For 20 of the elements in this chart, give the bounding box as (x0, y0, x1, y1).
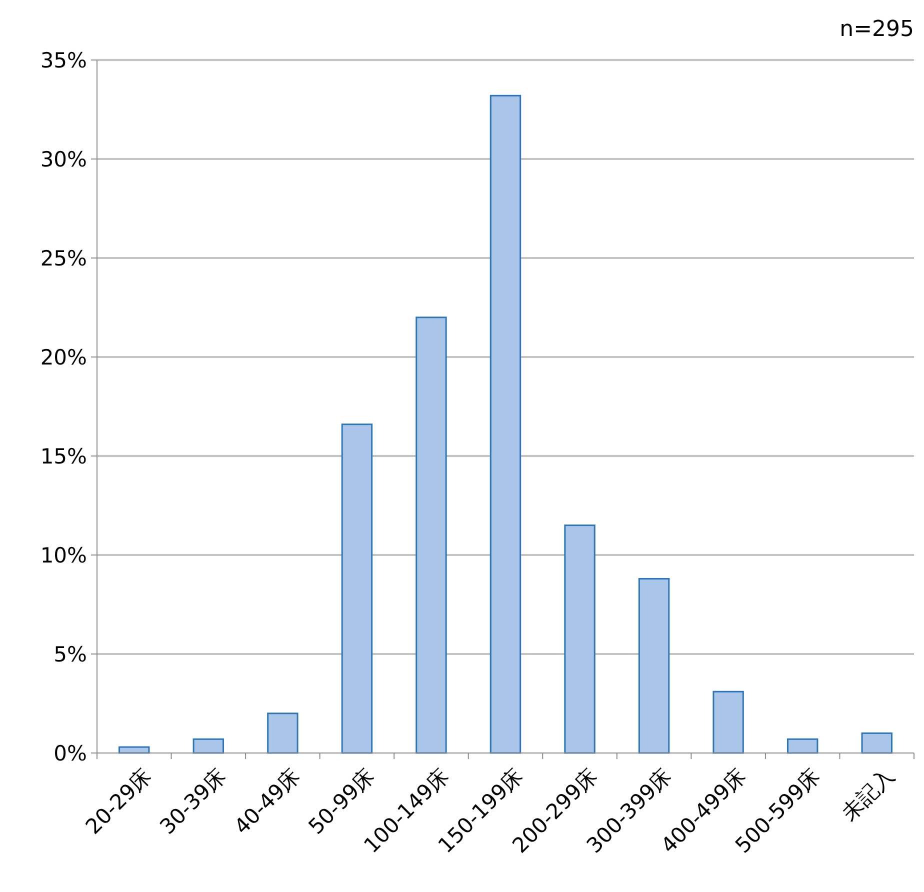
y-tick-label: 25% (40, 246, 87, 270)
bar (786, 738, 818, 754)
y-tick-label: 15% (40, 444, 87, 468)
y-tick-label: 20% (40, 345, 87, 370)
text: n=295 (840, 17, 914, 42)
bar (638, 578, 670, 754)
bar (192, 738, 224, 754)
y-tick-label: 0% (54, 741, 87, 766)
bar (861, 732, 892, 754)
bar (267, 712, 298, 754)
y-tick-label: 30% (40, 147, 87, 172)
bar (416, 316, 447, 754)
bar (564, 524, 596, 754)
x-tick-label: 未記入 (837, 764, 899, 826)
y-tick-label: 10% (40, 543, 87, 568)
y-tick-label: 35% (40, 48, 87, 72)
bar (712, 690, 744, 754)
bar (341, 424, 373, 754)
y-tick-label: 5% (54, 642, 87, 666)
bar (490, 94, 522, 754)
